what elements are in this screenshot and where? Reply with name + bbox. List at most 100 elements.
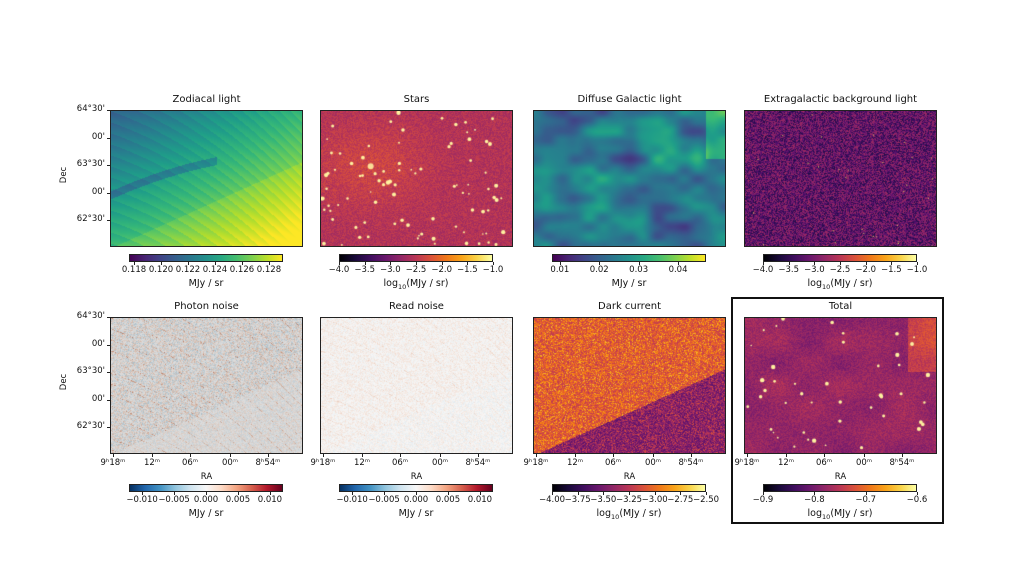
ra-tick-label: 8ʰ54ᵐ [255, 458, 281, 468]
label-unit: (MJy / sr) [619, 508, 662, 519]
label-subscript: 10 [611, 512, 620, 521]
panel-read-noise: Read noise [320, 301, 513, 454]
panel-extragalactic-background-light: Extragalactic background light [744, 94, 937, 247]
colorbar-tick-mark [706, 492, 707, 495]
ra-tick-mark [152, 454, 153, 457]
label-subscript: 10 [822, 282, 831, 291]
image-canvas [111, 318, 302, 453]
ra-tick-label: 06ᵐ [181, 458, 199, 468]
colorbar-tick-label: −3.75 [564, 495, 591, 505]
colorbar-tick-label: −0.8 [804, 495, 825, 505]
colorbar-label: MJy / sr [339, 508, 493, 519]
colorbar-tick-mark [269, 492, 271, 495]
ra-axis-label: RA [623, 472, 636, 482]
colorbar-tick-label: 0.01 [550, 265, 570, 275]
colorbar-tick-mark [237, 492, 239, 495]
colorbar-tick-label: −3.0 [380, 265, 401, 275]
panel-title: Zodiacal light [172, 94, 241, 105]
ra-tick-mark [786, 454, 787, 457]
colorbar-tick-mark [416, 492, 417, 495]
dec-tick-mark [107, 399, 110, 401]
colorbar-tick-label: −3.00 [641, 495, 668, 505]
image-canvas [534, 111, 725, 246]
label-text: MJy / sr [611, 278, 647, 289]
ra-tick-mark [362, 454, 363, 457]
image-canvas [745, 111, 936, 246]
label-text: log [596, 508, 612, 519]
panel-title: Extragalactic background light [763, 94, 918, 105]
panel-zodiacal-light: Zodiacal light [110, 94, 303, 247]
colorbar-tick-mark [917, 492, 918, 495]
colorbar-label: MJy / sr [129, 278, 283, 289]
ra-tick-label: 9ʰ18ᵐ [100, 458, 126, 468]
colorbar-tick-label: 0.120 [148, 265, 174, 275]
ra-tick-mark [323, 454, 324, 457]
panel-image [744, 317, 937, 454]
colorbar-tick-label: −2.5 [829, 265, 851, 275]
ra-tick-mark [230, 454, 231, 457]
colorbar-tick-mark [559, 262, 561, 265]
ra-tick-mark [653, 454, 654, 457]
ra-tick-label: 8ʰ54ᵐ [465, 458, 491, 468]
colorbar-tick-label: 0.000 [193, 495, 219, 505]
total-highlight-box [731, 297, 944, 524]
colorbar-tick-mark [865, 492, 867, 495]
panel-title: Read noise [389, 301, 444, 312]
colorbar-tick-label: 0.128 [256, 265, 282, 275]
colorbar-tick-label: 0.010 [257, 495, 283, 505]
dec-tick-label: 00' [91, 338, 105, 349]
colorbar-tick-mark [788, 262, 790, 265]
colorbar-tick-mark [479, 492, 481, 495]
colorbar-tick-mark [447, 492, 449, 495]
colorbar-label: log10(MJy / sr) [552, 508, 706, 521]
label-unit: (MJy / sr) [406, 278, 449, 289]
colorbar-tick-mark [441, 262, 443, 265]
colorbar-tick-mark [814, 492, 816, 495]
dec-tick-label: 63°30' [76, 159, 105, 169]
ra-tick-label: 00ᵐ [644, 458, 662, 468]
colorbar-tick-label: −3.50 [590, 495, 617, 505]
colorbar-tick-label: −2.50 [692, 495, 720, 505]
colorbar-tick-mark [133, 262, 135, 265]
panel-title: Stars [403, 94, 430, 105]
colorbar-tick-mark [187, 262, 189, 265]
dec-axis-label: Dec [59, 373, 70, 391]
panel-image [110, 110, 303, 247]
colorbar-tick-mark [814, 262, 816, 265]
dec-tick-mark [107, 192, 110, 194]
panel-image [744, 110, 937, 247]
ra-tick-mark [268, 454, 269, 457]
colorbar-tick-label: −0.010 [126, 495, 158, 505]
ra-axis-label: RA [834, 472, 847, 482]
colorbar-tick-mark [174, 492, 176, 495]
colorbar-viridis [552, 254, 706, 262]
colorbar-tick-mark [599, 262, 601, 265]
colorbar-tick-label: −3.0 [804, 265, 825, 275]
ra-axis-label: RA [200, 472, 213, 482]
image-canvas [534, 318, 725, 453]
label-unit: (MJy / sr) [830, 278, 873, 289]
ra-tick-label: 06ᵐ [815, 458, 833, 468]
colorbar-tick-label: −3.5 [778, 265, 799, 275]
ra-tick-mark [478, 454, 479, 457]
dec-tick-label: 00' [91, 131, 105, 142]
ra-tick-mark [575, 454, 576, 457]
ra-tick-mark [440, 454, 441, 457]
ra-tick-label: 06ᵐ [604, 458, 622, 468]
colorbar-tick-mark [865, 262, 867, 265]
ra-tick-label: 00ᵐ [431, 458, 449, 468]
panel-image [110, 317, 303, 454]
ra-tick-label: 9ʰ18ᵐ [523, 458, 549, 468]
colorbar-tick-label: 0.118 [121, 265, 147, 275]
colorbar-tick-mark [577, 492, 579, 495]
colorbar-tick-label: −4.00 [538, 495, 566, 505]
colorbar-tick-mark [552, 492, 553, 495]
label-text: log [807, 278, 823, 289]
ra-tick-mark [824, 454, 825, 457]
ra-tick-label: 12ᵐ [353, 458, 371, 468]
colorbar-tick-label: 0.122 [175, 265, 201, 275]
colorbar-rdbu-r [339, 484, 493, 492]
colorbar-tick-mark [917, 262, 918, 265]
colorbar-tick-label: −0.010 [336, 495, 368, 505]
